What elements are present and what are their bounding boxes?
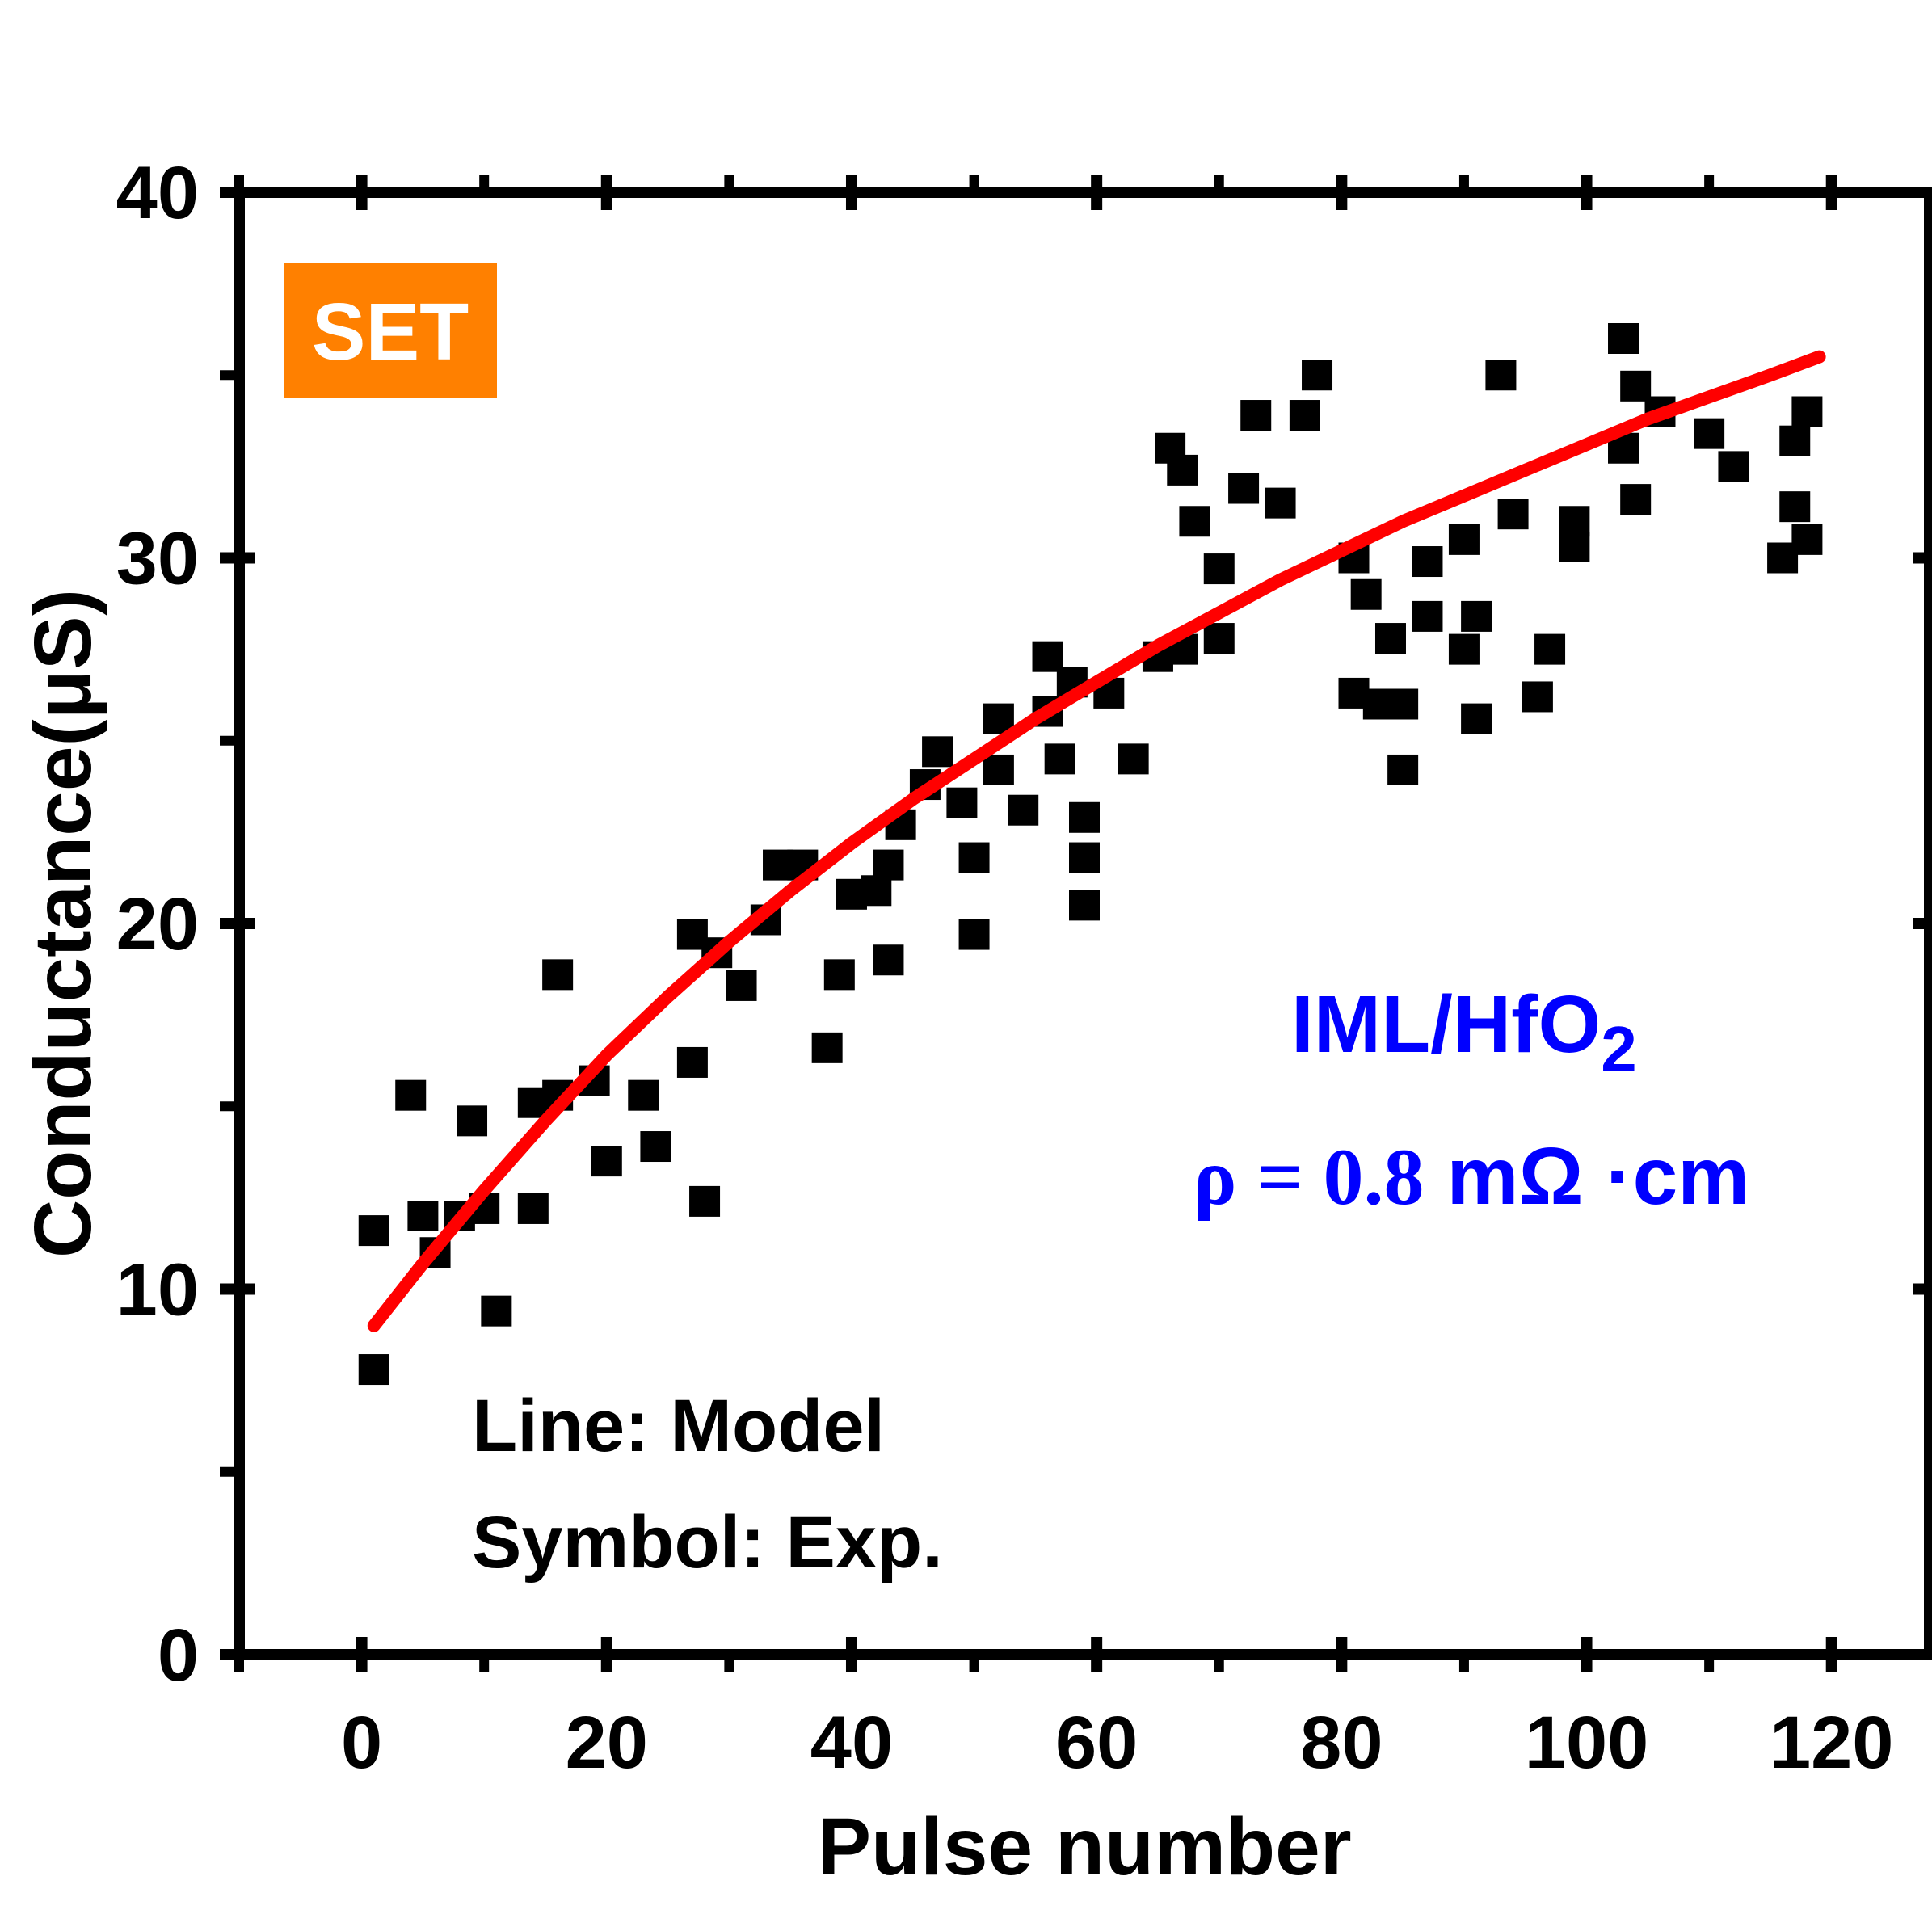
x-tick-label: 20 bbox=[566, 1702, 648, 1784]
axis-ticks bbox=[220, 175, 1932, 1672]
material-label: IML/HfO2 bbox=[1291, 979, 1637, 1085]
x-tick-label: 60 bbox=[1055, 1702, 1138, 1784]
model-line bbox=[367, 350, 1826, 1332]
data-point bbox=[1069, 842, 1100, 873]
x-tick-label: 80 bbox=[1300, 1702, 1383, 1784]
data-point bbox=[1044, 743, 1075, 775]
data-point bbox=[1694, 418, 1725, 449]
axis-tick-labels: 0 20 40 60 80 100 120 0 10 20 30 40 bbox=[116, 152, 1894, 1784]
data-point bbox=[1265, 487, 1296, 519]
data-point bbox=[823, 959, 855, 991]
data-point bbox=[1374, 623, 1406, 654]
data-point bbox=[1179, 506, 1210, 537]
set-badge-label: SET bbox=[312, 287, 469, 377]
data-point bbox=[1008, 794, 1039, 826]
data-point bbox=[1387, 754, 1419, 785]
data-point bbox=[676, 1046, 708, 1078]
data-point bbox=[1203, 623, 1235, 654]
set-badge: SET bbox=[284, 263, 497, 398]
resistivity-unit: mΩ ·cm bbox=[1447, 1131, 1750, 1222]
data-point bbox=[1461, 600, 1492, 632]
material-annotation: IML/HfO2 ρ = 0.8 mΩ ·cm bbox=[1193, 979, 1749, 1222]
data-point bbox=[1228, 473, 1260, 504]
x-tick-label: 120 bbox=[1770, 1702, 1894, 1784]
data-point bbox=[726, 970, 757, 1001]
data-point bbox=[591, 1146, 622, 1177]
data-point bbox=[1608, 323, 1639, 354]
x-axis-title: Pulse number bbox=[817, 1802, 1351, 1892]
data-point bbox=[1534, 633, 1566, 665]
data-point bbox=[958, 842, 990, 873]
data-point bbox=[1497, 499, 1529, 530]
data-point bbox=[1485, 360, 1517, 391]
data-point bbox=[481, 1295, 512, 1327]
set-badge-background bbox=[284, 263, 497, 398]
data-point bbox=[1791, 396, 1823, 427]
data-point bbox=[1412, 546, 1443, 578]
data-point bbox=[542, 959, 574, 991]
data-point bbox=[1350, 578, 1382, 610]
resistivity-label: ρ = 0.8 mΩ ·cm bbox=[1193, 1131, 1749, 1222]
data-point bbox=[1718, 451, 1749, 482]
material-subscript: 2 bbox=[1601, 1013, 1637, 1085]
data-point bbox=[1387, 688, 1419, 720]
y-tick-label: 0 bbox=[158, 1614, 199, 1697]
data-point bbox=[922, 736, 953, 768]
data-point bbox=[1240, 400, 1272, 431]
resistivity-value: ρ = 0.8 bbox=[1193, 1132, 1425, 1222]
data-point bbox=[1791, 524, 1823, 555]
model-curve-group bbox=[367, 350, 1826, 1332]
data-point bbox=[1448, 524, 1480, 555]
data-point bbox=[1559, 506, 1590, 537]
x-tick-label: 100 bbox=[1525, 1702, 1649, 1784]
data-point bbox=[983, 754, 1014, 785]
data-point bbox=[861, 875, 892, 907]
data-point bbox=[873, 849, 904, 881]
data-point bbox=[1779, 491, 1811, 523]
data-point bbox=[1522, 681, 1553, 713]
data-point bbox=[1069, 801, 1100, 833]
data-point bbox=[811, 1032, 843, 1063]
data-point bbox=[1620, 370, 1652, 402]
legend-notes: Line: Model Symbol: Exp. bbox=[472, 1385, 943, 1584]
data-point bbox=[1779, 425, 1811, 456]
experimental-points bbox=[358, 323, 1823, 1386]
x-tick-label: 0 bbox=[341, 1702, 382, 1784]
material-name: IML/HfO bbox=[1291, 979, 1601, 1070]
legend-symbol-note: Symbol: Exp. bbox=[472, 1501, 943, 1584]
data-point bbox=[1302, 360, 1333, 391]
data-point bbox=[358, 1354, 389, 1386]
y-tick-label: 20 bbox=[116, 883, 199, 966]
data-point bbox=[358, 1215, 389, 1247]
legend-line-note: Line: Model bbox=[472, 1385, 885, 1467]
y-tick-label: 30 bbox=[116, 518, 199, 600]
y-tick-label: 10 bbox=[116, 1249, 199, 1332]
y-tick-label: 40 bbox=[116, 152, 199, 234]
data-point bbox=[1203, 553, 1235, 585]
data-point bbox=[1289, 400, 1320, 431]
data-point bbox=[946, 787, 978, 818]
data-point bbox=[628, 1079, 659, 1111]
data-point bbox=[457, 1105, 488, 1137]
data-point bbox=[689, 1185, 721, 1217]
data-point bbox=[1069, 890, 1100, 921]
data-point bbox=[395, 1079, 427, 1111]
data-point bbox=[1559, 531, 1590, 562]
y-axis-title: Conductance(μS) bbox=[18, 589, 108, 1258]
data-point bbox=[1620, 484, 1652, 515]
data-point bbox=[873, 944, 904, 976]
data-point bbox=[1448, 633, 1480, 665]
data-point bbox=[958, 919, 990, 950]
data-point bbox=[407, 1201, 439, 1231]
data-point bbox=[640, 1131, 671, 1163]
data-point bbox=[1032, 641, 1063, 672]
data-point bbox=[517, 1193, 549, 1224]
data-point bbox=[1167, 454, 1198, 486]
data-point bbox=[1412, 600, 1443, 632]
data-point bbox=[1118, 743, 1149, 775]
x-tick-label: 40 bbox=[810, 1702, 893, 1784]
data-point bbox=[1461, 703, 1492, 734]
